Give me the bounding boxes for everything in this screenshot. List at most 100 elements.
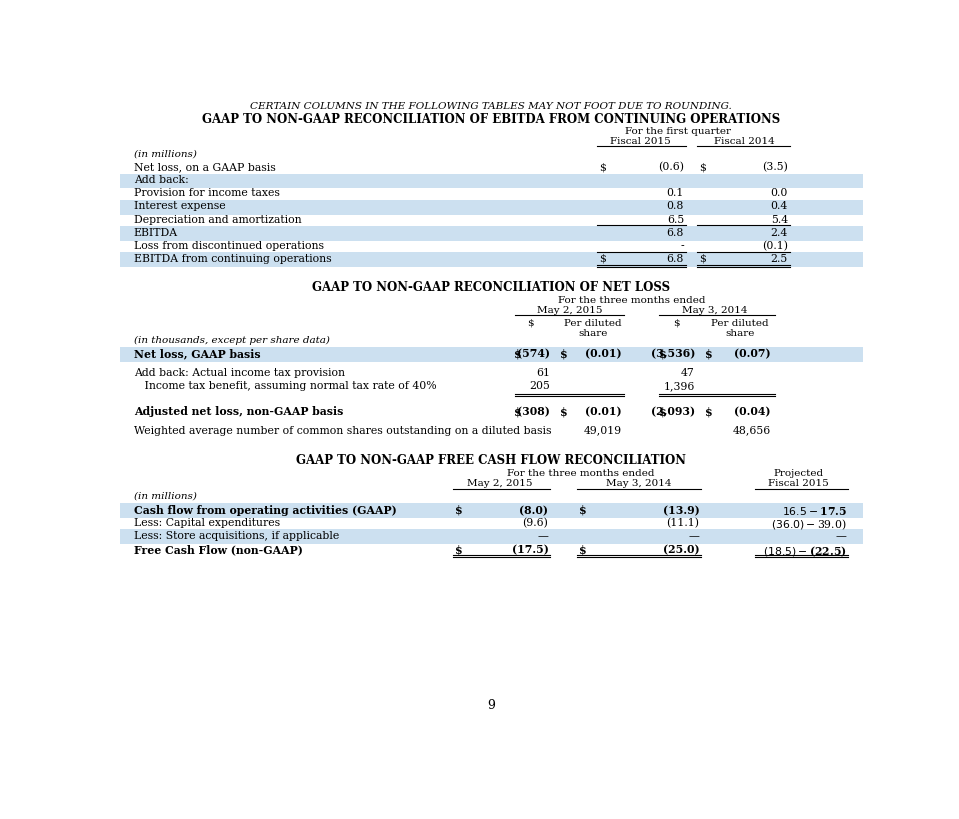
Text: 2.4: 2.4 — [771, 228, 788, 238]
Text: 49,019: 49,019 — [584, 426, 622, 436]
Text: May 2, 2015: May 2, 2015 — [467, 479, 532, 488]
Text: For the three months ended: For the three months ended — [557, 296, 705, 305]
Bar — [120, 529, 863, 544]
Text: $16.5-$17.5: $16.5-$17.5 — [782, 505, 847, 517]
Text: 47: 47 — [681, 368, 695, 378]
Text: (25.0): (25.0) — [663, 544, 699, 555]
Text: (308): (308) — [517, 406, 550, 417]
Text: $(18.5)-$(22.5): $(18.5)-$(22.5) — [763, 544, 847, 559]
Text: Less: Capital expenditures: Less: Capital expenditures — [134, 518, 280, 528]
Text: Loss from discontinued operations: Loss from discontinued operations — [134, 241, 324, 251]
Text: $: $ — [527, 319, 534, 328]
Text: May 3, 2014: May 3, 2014 — [682, 306, 748, 315]
Text: $: $ — [673, 319, 680, 328]
Bar — [120, 174, 863, 188]
Text: (in millions): (in millions) — [134, 491, 197, 500]
Text: (2,093): (2,093) — [651, 406, 695, 417]
Text: GAAP TO NON-GAAP FREE CASH FLOW RECONCILIATION: GAAP TO NON-GAAP FREE CASH FLOW RECONCIL… — [296, 454, 686, 467]
Text: 61: 61 — [536, 368, 550, 378]
Text: May 3, 2014: May 3, 2014 — [606, 479, 672, 488]
Text: Cash flow from operating activities (GAAP): Cash flow from operating activities (GAA… — [134, 505, 397, 516]
Text: $: $ — [560, 406, 568, 417]
Text: (0.04): (0.04) — [735, 406, 771, 417]
Text: Provision for income taxes: Provision for income taxes — [134, 188, 280, 198]
Text: (13.9): (13.9) — [663, 505, 699, 516]
Text: $: $ — [578, 505, 586, 516]
Text: (0.1): (0.1) — [761, 241, 788, 251]
Text: Fiscal 2015: Fiscal 2015 — [610, 137, 671, 146]
Text: —: — — [689, 531, 699, 541]
Text: $: $ — [598, 162, 606, 172]
Text: 0.4: 0.4 — [771, 201, 788, 211]
Text: For the first quarter: For the first quarter — [625, 127, 731, 136]
Text: Adjusted net loss, non-GAAP basis: Adjusted net loss, non-GAAP basis — [134, 406, 343, 417]
Text: $: $ — [560, 349, 568, 360]
Text: Free Cash Flow (non-GAAP): Free Cash Flow (non-GAAP) — [134, 544, 303, 555]
Text: (574): (574) — [517, 349, 550, 360]
Text: $: $ — [659, 406, 667, 417]
Text: Depreciation and amortization: Depreciation and amortization — [134, 215, 301, 224]
Text: 1,396: 1,396 — [664, 381, 695, 391]
Text: Net loss, GAAP basis: Net loss, GAAP basis — [134, 349, 261, 360]
Text: (11.1): (11.1) — [667, 518, 699, 528]
Text: 0.1: 0.1 — [667, 188, 684, 198]
Text: GAAP TO NON-GAAP RECONCILIATION OF EBITDA FROM CONTINUING OPERATIONS: GAAP TO NON-GAAP RECONCILIATION OF EBITD… — [202, 113, 781, 126]
Text: Per diluted
share: Per diluted share — [564, 319, 621, 338]
Text: 48,656: 48,656 — [733, 426, 771, 436]
Text: 9: 9 — [487, 699, 495, 712]
Text: —: — — [538, 531, 549, 541]
Text: 6.5: 6.5 — [667, 215, 684, 224]
Text: GAAP TO NON-GAAP RECONCILIATION OF NET LOSS: GAAP TO NON-GAAP RECONCILIATION OF NET L… — [312, 281, 670, 294]
Text: -: - — [681, 241, 684, 251]
Text: $: $ — [705, 406, 713, 417]
Bar — [120, 252, 863, 267]
Bar — [120, 504, 863, 518]
Text: (0.01): (0.01) — [585, 406, 622, 417]
Text: 6.8: 6.8 — [667, 228, 684, 238]
Text: 0.8: 0.8 — [667, 201, 684, 211]
Text: Per diluted
share: Per diluted share — [711, 319, 769, 338]
Text: 6.8: 6.8 — [667, 254, 684, 264]
Text: $: $ — [659, 349, 667, 360]
Text: (0.6): (0.6) — [658, 162, 684, 173]
Text: $: $ — [699, 162, 707, 172]
Text: Projected: Projected — [774, 469, 824, 478]
Text: 5.4: 5.4 — [771, 215, 788, 224]
Text: (in millions): (in millions) — [134, 149, 197, 158]
Text: EBITDA: EBITDA — [134, 228, 178, 238]
Text: For the three months ended: For the three months ended — [507, 469, 655, 478]
Text: May 2, 2015: May 2, 2015 — [537, 306, 602, 315]
Text: (9.6): (9.6) — [523, 518, 549, 528]
Text: $: $ — [705, 349, 713, 360]
Text: 205: 205 — [529, 381, 550, 391]
Text: $(36.0)-$39.0): $(36.0)-$39.0) — [771, 518, 847, 532]
Text: (0.07): (0.07) — [735, 349, 771, 360]
Text: CERTAIN COLUMNS IN THE FOLLOWING TABLES MAY NOT FOOT DUE TO ROUNDING.: CERTAIN COLUMNS IN THE FOLLOWING TABLES … — [250, 102, 732, 111]
Text: Less: Store acquisitions, if applicable: Less: Store acquisitions, if applicable — [134, 531, 339, 541]
Text: Interest expense: Interest expense — [134, 201, 225, 211]
Text: 0.0: 0.0 — [770, 188, 788, 198]
Text: $: $ — [514, 349, 521, 360]
Text: (3.5): (3.5) — [762, 162, 788, 173]
Text: Income tax benefit, assuming normal tax rate of 40%: Income tax benefit, assuming normal tax … — [134, 381, 436, 391]
Text: Fiscal 2014: Fiscal 2014 — [714, 137, 775, 146]
Bar — [120, 347, 863, 362]
Text: (8.0): (8.0) — [520, 505, 549, 516]
Text: (0.01): (0.01) — [585, 349, 622, 360]
Text: (17.5): (17.5) — [511, 544, 549, 555]
Text: Add back: Actual income tax provision: Add back: Actual income tax provision — [134, 368, 345, 378]
Text: Add back:: Add back: — [134, 175, 189, 185]
Text: $: $ — [699, 254, 707, 264]
Bar — [120, 226, 863, 241]
Text: (in thousands, except per share data): (in thousands, except per share data) — [134, 336, 330, 345]
Text: $: $ — [456, 544, 463, 555]
Text: Net loss, on a GAAP basis: Net loss, on a GAAP basis — [134, 162, 275, 172]
Text: EBITDA from continuing operations: EBITDA from continuing operations — [134, 254, 332, 264]
Text: $: $ — [578, 544, 586, 555]
Text: $: $ — [456, 505, 463, 516]
Text: —: — — [836, 531, 847, 541]
Text: Fiscal 2015: Fiscal 2015 — [768, 479, 830, 488]
Bar — [120, 200, 863, 215]
Text: Weighted average number of common shares outstanding on a diluted basis: Weighted average number of common shares… — [134, 426, 551, 436]
Text: $: $ — [598, 254, 606, 264]
